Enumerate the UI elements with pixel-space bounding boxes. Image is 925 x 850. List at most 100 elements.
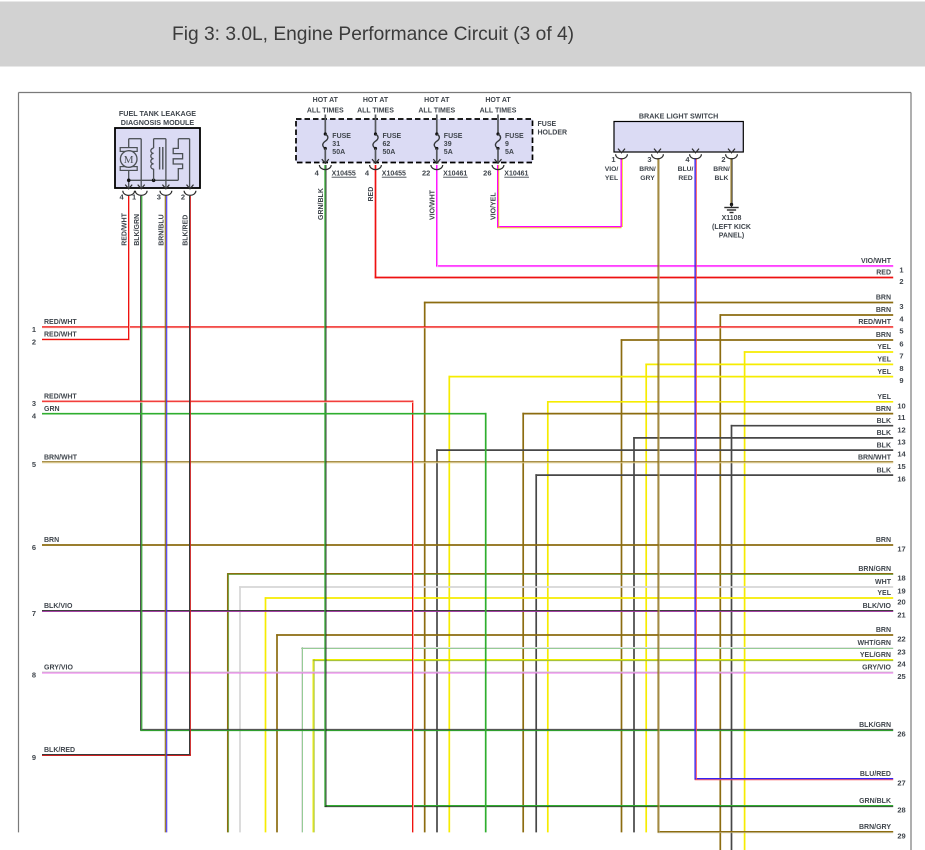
svg-text:BLK/RED: BLK/RED [183, 215, 190, 246]
svg-text:Fig 3: 3.0L, Engine Performanc: Fig 3: 3.0L, Engine Performance Circuit … [172, 24, 574, 45]
svg-text:BLU/RED: BLU/RED [860, 771, 891, 778]
svg-text:39: 39 [444, 141, 452, 148]
svg-text:RED/WHT: RED/WHT [858, 319, 891, 326]
svg-text:GRN/BLK: GRN/BLK [318, 188, 325, 220]
svg-text:ALL TIMES: ALL TIMES [307, 108, 344, 115]
svg-text:BRN/WHT: BRN/WHT [44, 455, 78, 462]
svg-text:28: 28 [897, 806, 905, 815]
svg-text:BLK/VIO: BLK/VIO [863, 603, 892, 610]
svg-text:X10461: X10461 [504, 171, 528, 178]
svg-text:X1108: X1108 [722, 215, 742, 222]
svg-text:RED/WHT: RED/WHT [121, 212, 128, 245]
svg-text:9: 9 [899, 376, 903, 385]
svg-text:BRN: BRN [876, 307, 891, 314]
svg-text:X10461: X10461 [443, 171, 467, 178]
svg-text:GRN/BLK: GRN/BLK [859, 798, 891, 805]
svg-text:13: 13 [897, 438, 905, 447]
svg-text:3: 3 [157, 193, 161, 202]
svg-text:16: 16 [897, 475, 905, 484]
svg-text:YEL: YEL [877, 357, 891, 364]
svg-text:14: 14 [897, 450, 906, 459]
svg-text:1: 1 [132, 193, 136, 202]
svg-text:5: 5 [899, 327, 903, 336]
svg-text:VIO/YEL: VIO/YEL [491, 192, 498, 220]
svg-text:26: 26 [483, 169, 491, 178]
svg-text:BRN/WHT: BRN/WHT [858, 455, 892, 462]
svg-text:7: 7 [32, 609, 36, 618]
svg-text:4: 4 [899, 315, 904, 324]
svg-text:BRN/GRN: BRN/GRN [858, 566, 891, 573]
svg-text:50A: 50A [332, 149, 345, 156]
svg-text:BLK: BLK [877, 442, 891, 449]
svg-text:9: 9 [32, 753, 36, 762]
svg-text:15: 15 [897, 462, 905, 471]
svg-text:11: 11 [898, 413, 906, 422]
svg-text:10: 10 [897, 401, 905, 410]
svg-text:VIO/WHT: VIO/WHT [861, 258, 892, 265]
svg-text:BRN: BRN [44, 537, 59, 544]
svg-text:BRN: BRN [876, 537, 891, 544]
svg-text:VIO/WHT: VIO/WHT [430, 189, 437, 220]
svg-text:4: 4 [32, 412, 37, 421]
svg-text:HOT AT: HOT AT [313, 97, 339, 104]
svg-text:BRN: BRN [876, 627, 891, 634]
svg-text:YEL/GRN: YEL/GRN [860, 652, 891, 659]
svg-text:YEL: YEL [877, 590, 891, 597]
svg-text:BRN: BRN [876, 295, 891, 302]
svg-text:ALL TIMES: ALL TIMES [357, 108, 394, 115]
svg-text:BLK/GRN: BLK/GRN [859, 722, 891, 729]
svg-text:RED/WHT: RED/WHT [44, 332, 77, 339]
svg-text:FUSE: FUSE [332, 133, 351, 140]
svg-text:BRN/: BRN/ [713, 166, 730, 173]
svg-text:1: 1 [32, 325, 36, 334]
svg-text:21: 21 [897, 611, 905, 620]
svg-text:2: 2 [32, 337, 36, 346]
svg-text:ALL TIMES: ALL TIMES [418, 108, 455, 115]
svg-text:FUEL TANK LEAKAGE: FUEL TANK LEAKAGE [119, 109, 196, 118]
svg-text:WHT/GRN: WHT/GRN [858, 640, 891, 647]
svg-text:3: 3 [32, 399, 36, 408]
svg-text:BRAKE LIGHT SWITCH: BRAKE LIGHT SWITCH [639, 112, 718, 121]
svg-text:9: 9 [505, 141, 509, 148]
svg-text:PANEL): PANEL) [719, 233, 745, 240]
svg-text:FUSE: FUSE [383, 133, 402, 140]
svg-text:DIAGNOSIS MODULE: DIAGNOSIS MODULE [121, 118, 195, 127]
svg-text:GRY/VIO: GRY/VIO [44, 665, 73, 672]
svg-text:BLK: BLK [877, 430, 891, 437]
svg-text:RED: RED [876, 270, 891, 277]
svg-text:2: 2 [721, 155, 725, 164]
svg-text:2: 2 [181, 193, 185, 202]
svg-text:6: 6 [899, 340, 903, 349]
svg-text:2: 2 [899, 277, 903, 286]
svg-text:YEL: YEL [877, 344, 891, 351]
svg-text:WHT: WHT [875, 579, 892, 586]
svg-text:62: 62 [383, 141, 391, 148]
svg-text:5: 5 [32, 460, 36, 469]
svg-text:BLK: BLK [877, 418, 891, 425]
svg-text:FUSE: FUSE [538, 121, 557, 128]
svg-text:3: 3 [647, 155, 651, 164]
svg-text:BLK: BLK [715, 175, 729, 182]
svg-text:4: 4 [120, 193, 125, 202]
svg-text:GRY/VIO: GRY/VIO [862, 665, 891, 672]
svg-text:BRN/BLU: BRN/BLU [159, 214, 166, 246]
svg-text:RED/WHT: RED/WHT [44, 319, 77, 326]
svg-text:HOLDER: HOLDER [538, 130, 568, 137]
svg-text:RED/WHT: RED/WHT [44, 394, 77, 401]
svg-text:BRN: BRN [876, 332, 891, 339]
svg-text:(LEFT KICK: (LEFT KICK [712, 224, 751, 231]
svg-text:GRN: GRN [44, 406, 60, 413]
svg-text:FUSE: FUSE [444, 133, 463, 140]
svg-text:31: 31 [332, 141, 340, 148]
svg-text:RED: RED [678, 175, 692, 182]
svg-text:24: 24 [897, 660, 906, 669]
svg-text:7: 7 [899, 352, 903, 361]
svg-text:BLK/GRN: BLK/GRN [134, 214, 141, 246]
svg-text:4: 4 [365, 169, 370, 178]
svg-text:50A: 50A [383, 149, 396, 156]
svg-text:12: 12 [897, 425, 905, 434]
svg-text:1: 1 [899, 266, 903, 275]
svg-text:3: 3 [899, 302, 903, 311]
svg-text:BLK/RED: BLK/RED [44, 747, 75, 754]
svg-text:YEL: YEL [605, 175, 618, 182]
